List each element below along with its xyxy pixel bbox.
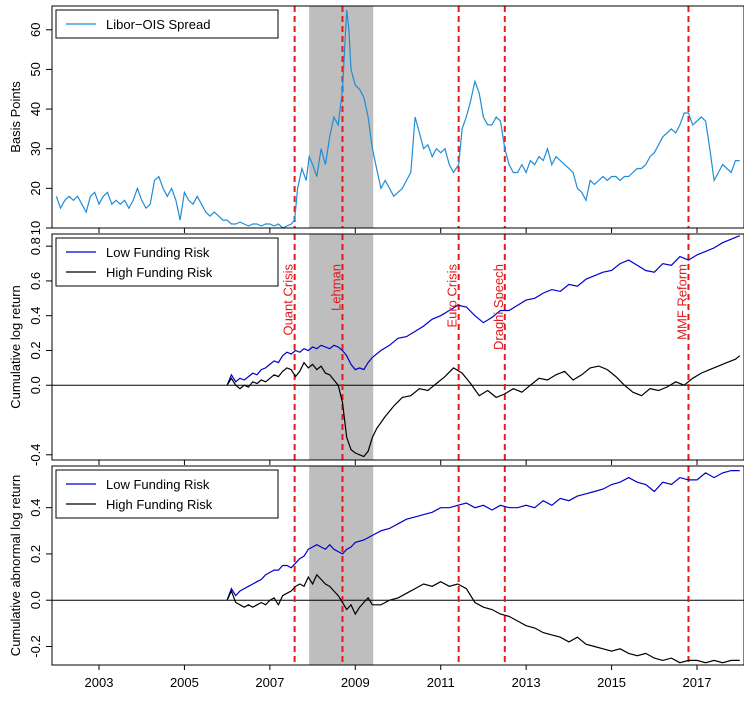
series-line-1 <box>226 470 740 601</box>
y-tick-label: -0.2 <box>28 635 43 657</box>
event-label-1: Quant Crisis <box>281 264 296 336</box>
event-label-3: Euro Crisis <box>445 264 460 328</box>
panel-1: 10 20 30 40 50 60 Basis Points Libor−OIS Spread <box>8 5 744 235</box>
y-tick-label: 10 <box>28 221 43 235</box>
series-line-1 <box>55 9 740 228</box>
legend-box <box>55 237 279 287</box>
x-tick-label: 2007 <box>255 675 284 690</box>
y-axis-title: Cumulative log return <box>8 285 23 409</box>
x-tick-label: 2011 <box>427 675 455 690</box>
legend-label: Low Funding Risk <box>106 477 210 492</box>
legend-box <box>55 469 279 519</box>
y-tick-label: 0.2 <box>28 341 43 359</box>
x-tick-label: 2013 <box>512 675 541 690</box>
y-tick-label: 50 <box>28 62 43 76</box>
y-tick-label: 0.6 <box>28 272 43 290</box>
y-axis-title: Cumulative abnormal log return <box>8 475 23 656</box>
event-label-5: MMF Reform <box>674 264 689 340</box>
y-tick-label: 60 <box>28 23 43 37</box>
y-tick-label: 0.2 <box>28 545 43 563</box>
y-tick-label: 0.8 <box>28 237 43 255</box>
event-label-2: Lehman <box>328 264 343 311</box>
legend-label: High Funding Risk <box>106 497 213 512</box>
event-label-4: Draghi Speech <box>491 264 506 350</box>
crisis-shaded-region <box>309 466 374 665</box>
x-tick-label: 2003 <box>85 675 114 690</box>
y-axis-title: Basis Points <box>8 81 23 153</box>
series-line-2 <box>226 355 741 458</box>
legend-label: Libor−OIS Spread <box>106 17 210 32</box>
y-tick-label: 40 <box>28 102 43 116</box>
panel-border <box>51 233 744 461</box>
panel-border <box>51 465 744 666</box>
x-tick-label: 2017 <box>683 675 712 690</box>
x-tick-label: 2009 <box>341 675 370 690</box>
y-tick-label: -0.4 <box>28 444 43 466</box>
y-tick-label: 0.4 <box>28 307 43 325</box>
panel-2: -0.4 0.0 0.2 0.4 0.6 0.8 Cumulative log return… <box>8 233 744 466</box>
legend-label: High Funding Risk <box>106 265 213 280</box>
y-tick-label: 0.4 <box>28 499 43 517</box>
y-tick-label: 30 <box>28 141 43 155</box>
y-tick-label: 0.0 <box>28 376 43 394</box>
panel-border <box>51 5 744 229</box>
y-tick-label: 20 <box>28 181 43 195</box>
legend-label: Low Funding Risk <box>106 245 210 260</box>
crisis-shaded-region <box>309 6 374 228</box>
panel-3: -0.2 0.0 0.2 0.4 Cumulative abnormal log ret… <box>8 465 744 690</box>
x-tick-label: 2005 <box>170 675 199 690</box>
series-line-1 <box>226 235 740 386</box>
y-tick-label: 0.0 <box>28 591 43 609</box>
x-tick-label: 2015 <box>597 675 626 690</box>
series-line-2 <box>226 573 740 664</box>
